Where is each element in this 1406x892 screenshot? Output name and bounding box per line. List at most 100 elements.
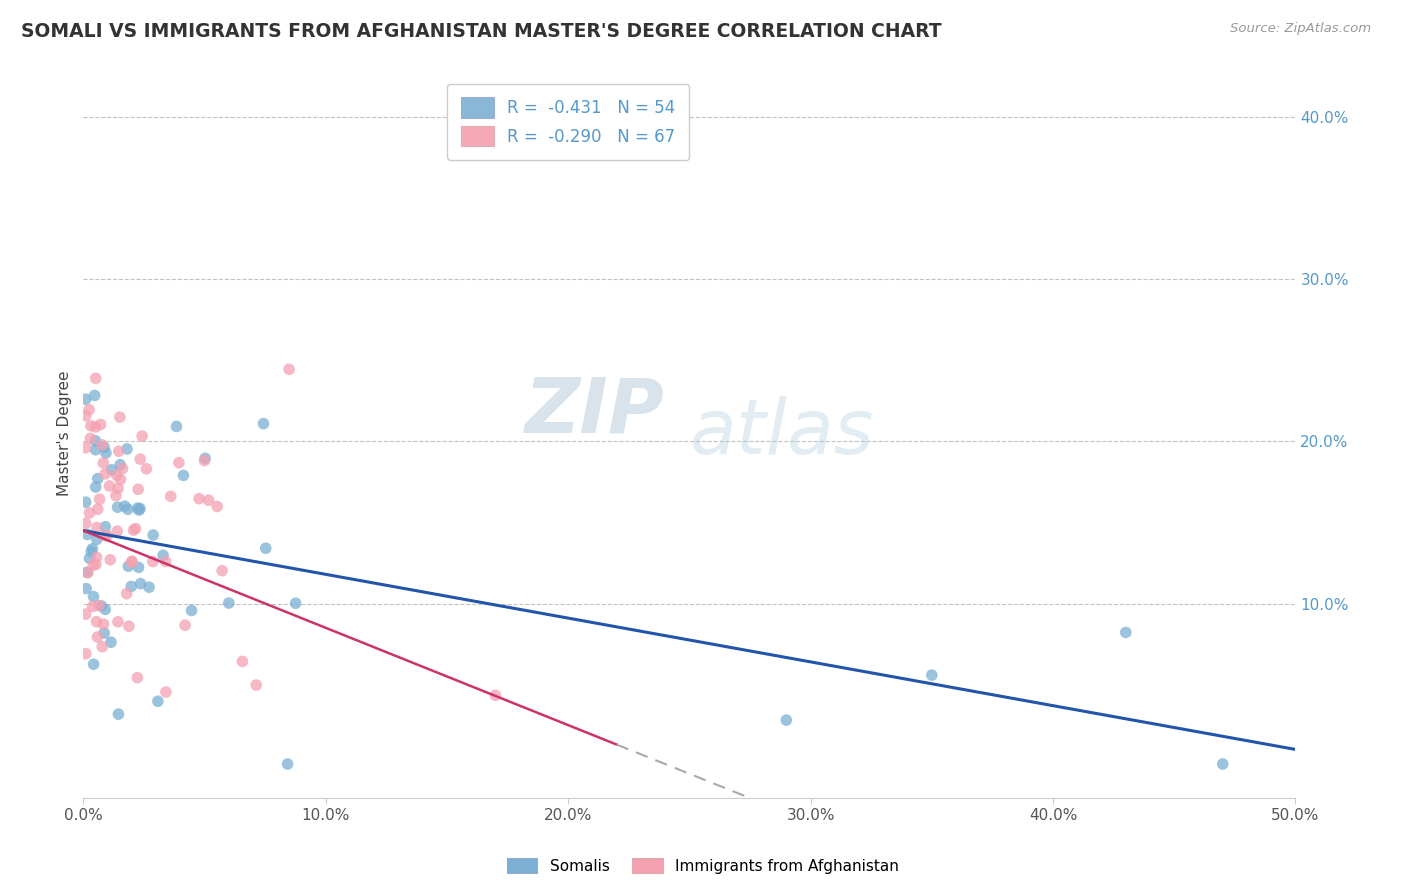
Point [138, 580, 160, 594]
Point [94, 529, 117, 543]
Point [115, 442, 138, 456]
Point [75, 516, 97, 531]
Point [105, 468, 128, 483]
Point [172, 468, 194, 483]
Point [128, 560, 150, 574]
Point [117, 559, 139, 574]
Text: SOMALI VS IMMIGRANTS FROM AFGHANISTAN MASTER'S DEGREE CORRELATION CHART: SOMALI VS IMMIGRANTS FROM AFGHANISTAN MA… [21, 22, 942, 41]
Point [131, 429, 153, 443]
Point [166, 419, 188, 434]
Legend: Somalis, Immigrants from Afghanistan: Somalis, Immigrants from Afghanistan [501, 852, 905, 880]
Point [115, 587, 138, 601]
Point [105, 524, 128, 538]
Point [107, 707, 129, 722]
Point [75, 607, 97, 621]
Point [83, 388, 105, 402]
Point [107, 481, 129, 495]
Point [100, 635, 122, 649]
Point [129, 452, 152, 467]
Point [84, 434, 107, 448]
Point [277, 757, 299, 772]
Point [87, 472, 110, 486]
Point [152, 549, 174, 563]
Point [76, 527, 98, 541]
Point [211, 564, 233, 578]
Point [89, 492, 111, 507]
Point [94, 602, 117, 616]
Point [278, 362, 301, 376]
Point [79, 551, 101, 566]
Point [121, 555, 143, 569]
Point [142, 528, 165, 542]
Point [75, 582, 97, 596]
Point [94, 446, 117, 460]
Point [94, 520, 117, 534]
Point [77, 566, 100, 580]
Point [180, 603, 202, 617]
Point [193, 453, 215, 467]
Point [188, 491, 211, 506]
Point [79, 506, 101, 520]
Point [100, 463, 122, 477]
Point [167, 456, 190, 470]
Point [93, 441, 115, 455]
Point [117, 502, 139, 516]
Point [82, 558, 104, 573]
Point [775, 713, 797, 727]
Point [86, 550, 108, 565]
Point [75, 495, 97, 509]
Point [86, 630, 108, 644]
Point [84, 558, 107, 572]
Point [84, 480, 107, 494]
Point [94, 467, 117, 481]
Point [110, 473, 132, 487]
Point [921, 668, 943, 682]
Point [79, 431, 101, 445]
Point [84, 420, 107, 434]
Point [82, 599, 104, 614]
Point [91, 456, 114, 470]
Legend: R =  -0.431   N = 54, R =  -0.290   N = 67: R = -0.431 N = 54, R = -0.290 N = 67 [447, 84, 689, 160]
Point [114, 499, 136, 513]
Point [104, 489, 127, 503]
Point [218, 596, 240, 610]
Point [107, 615, 129, 629]
Point [124, 522, 146, 536]
Point [75, 392, 97, 407]
Point [96, 528, 118, 542]
Point [75, 441, 97, 455]
Point [284, 596, 307, 610]
Point [127, 501, 149, 516]
Point [75, 647, 97, 661]
Point [254, 541, 277, 556]
Point [159, 489, 181, 503]
Point [77, 402, 100, 417]
Point [86, 533, 108, 547]
Point [93, 617, 115, 632]
Point [91, 640, 114, 654]
Point [86, 520, 108, 534]
Y-axis label: Master's Degree: Master's Degree [58, 370, 72, 496]
Point [484, 688, 506, 702]
Point [121, 554, 143, 568]
Point [108, 410, 131, 425]
Point [83, 590, 105, 604]
Point [118, 619, 141, 633]
Point [146, 694, 169, 708]
Point [252, 417, 274, 431]
Point [93, 626, 115, 640]
Point [89, 599, 111, 613]
Point [111, 461, 134, 475]
Point [142, 555, 165, 569]
Point [84, 442, 107, 457]
Point [90, 417, 112, 432]
Point [82, 541, 104, 556]
Point [122, 523, 145, 537]
Point [135, 462, 157, 476]
Point [129, 501, 152, 516]
Point [155, 685, 177, 699]
Point [90, 599, 112, 613]
Point [129, 576, 152, 591]
Text: Source: ZipAtlas.com: Source: ZipAtlas.com [1230, 22, 1371, 36]
Text: atlas: atlas [689, 396, 875, 470]
